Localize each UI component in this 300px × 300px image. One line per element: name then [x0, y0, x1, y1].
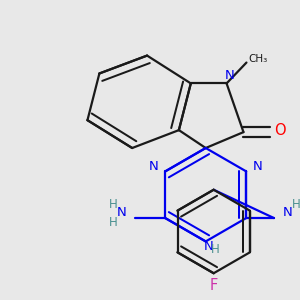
Text: N: N: [148, 160, 158, 173]
Text: H: H: [211, 243, 220, 256]
Text: N: N: [117, 206, 126, 219]
Text: N: N: [283, 206, 293, 219]
Text: H: H: [109, 216, 118, 229]
Text: F: F: [209, 278, 218, 293]
Text: H: H: [292, 198, 300, 211]
Text: N: N: [253, 160, 263, 173]
Text: N: N: [225, 69, 234, 82]
Text: O: O: [274, 123, 286, 138]
Text: H: H: [109, 198, 118, 211]
Text: N: N: [204, 240, 214, 253]
Text: CH₃: CH₃: [249, 54, 268, 64]
